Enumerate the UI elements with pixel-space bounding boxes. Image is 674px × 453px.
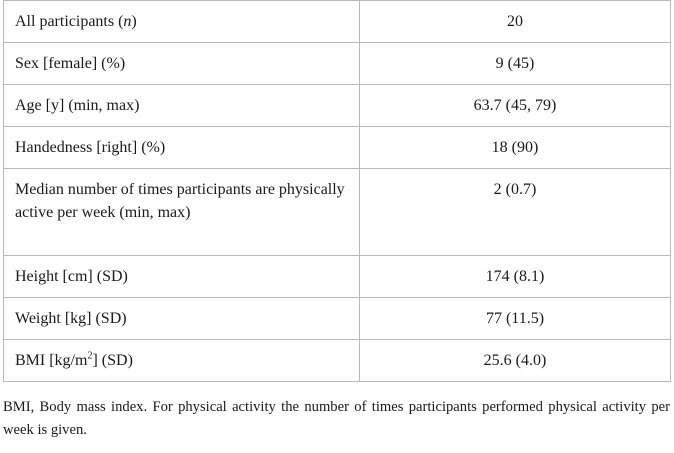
data-table: All participants (n) 20 Sex [female] (%)… [3,0,671,382]
participant-characteristics-table: All participants (n) 20 Sex [female] (%)… [3,0,671,382]
row-label-all-participants: All participants (n) [3,0,360,43]
table-row: Median number of times participants are … [3,168,671,256]
row-value-height: 174 (8.1) [359,255,671,298]
table-row: Age [y] (min, max) 63.7 (45, 79) [3,84,671,127]
table-footnote: BMI, Body mass index. For physical activ… [3,399,670,438]
row-value-physical-activity: 2 (0.7) [359,168,671,256]
row-value-handedness: 18 (90) [359,126,671,169]
row-value-bmi: 25.6 (4.0) [359,339,671,382]
table-row: BMI [kg/m2] (SD) 25.6 (4.0) [3,339,671,382]
row-value-weight: 77 (11.5) [359,297,671,340]
row-label-physical-activity: Median number of times participants are … [3,168,360,256]
row-label-weight: Weight [kg] (SD) [3,297,360,340]
table-row: All participants (n) 20 [3,0,671,43]
row-label-sex: Sex [female] (%) [3,42,360,85]
table-row: Handedness [right] (%) 18 (90) [3,126,671,169]
row-value-age: 63.7 (45, 79) [359,84,671,127]
row-label-handedness: Handedness [right] (%) [3,126,360,169]
row-label-height: Height [cm] (SD) [3,255,360,298]
table-row: Sex [female] (%) 9 (45) [3,42,671,85]
row-value-all-participants: 20 [359,0,671,43]
row-value-sex: 9 (45) [359,42,671,85]
table-row: Weight [kg] (SD) 77 (11.5) [3,297,671,340]
table-row: Height [cm] (SD) 174 (8.1) [3,255,671,298]
row-label-age: Age [y] (min, max) [3,84,360,127]
row-label-bmi: BMI [kg/m2] (SD) [3,339,360,382]
